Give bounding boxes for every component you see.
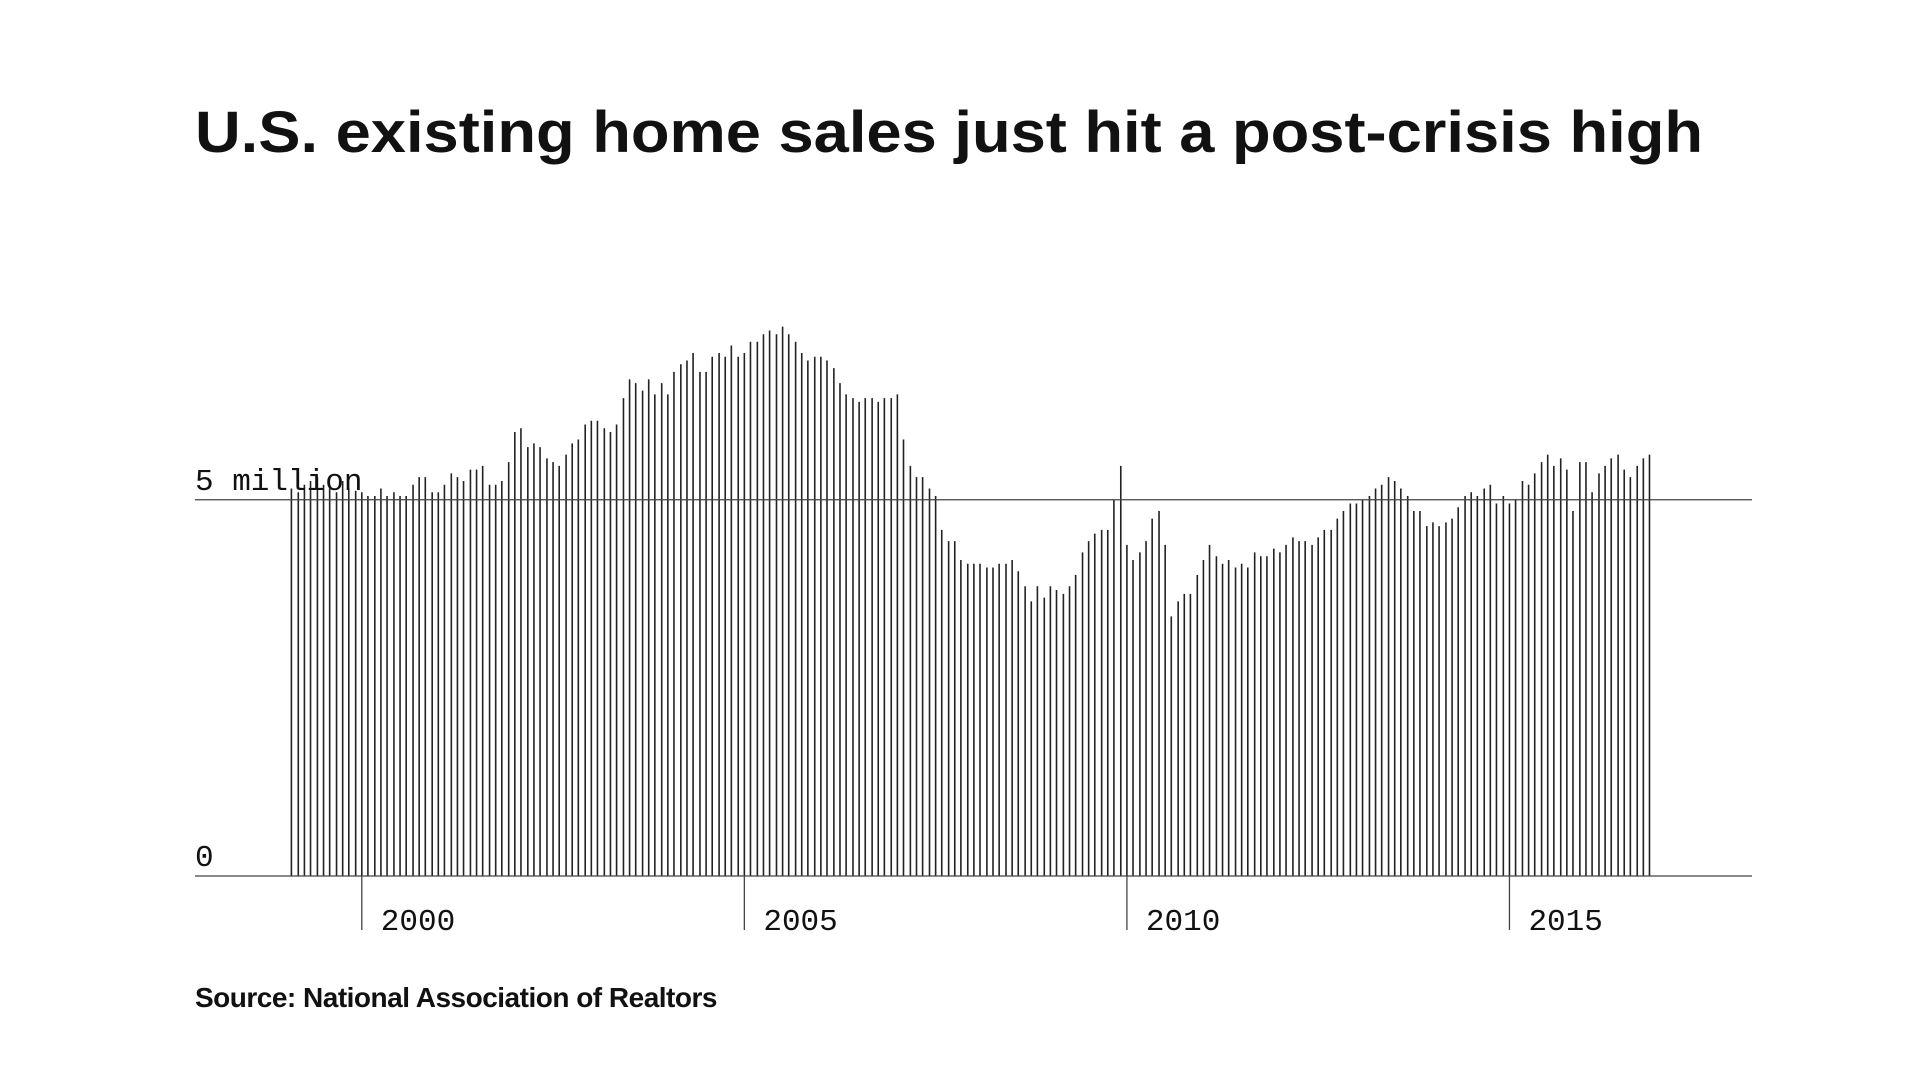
y-tick-label: 0 (195, 841, 214, 876)
source-note: Source: National Association of Realtors (195, 982, 717, 1013)
x-tick-label: 2000 (381, 905, 455, 940)
y-tick-label: 5 million (195, 465, 362, 500)
chart-title: U.S. existing home sales just hit a post… (195, 100, 1703, 165)
x-tick-label: 2010 (1146, 905, 1220, 940)
x-tick-label: 2005 (763, 905, 837, 940)
x-tick-label: 2015 (1528, 905, 1602, 940)
